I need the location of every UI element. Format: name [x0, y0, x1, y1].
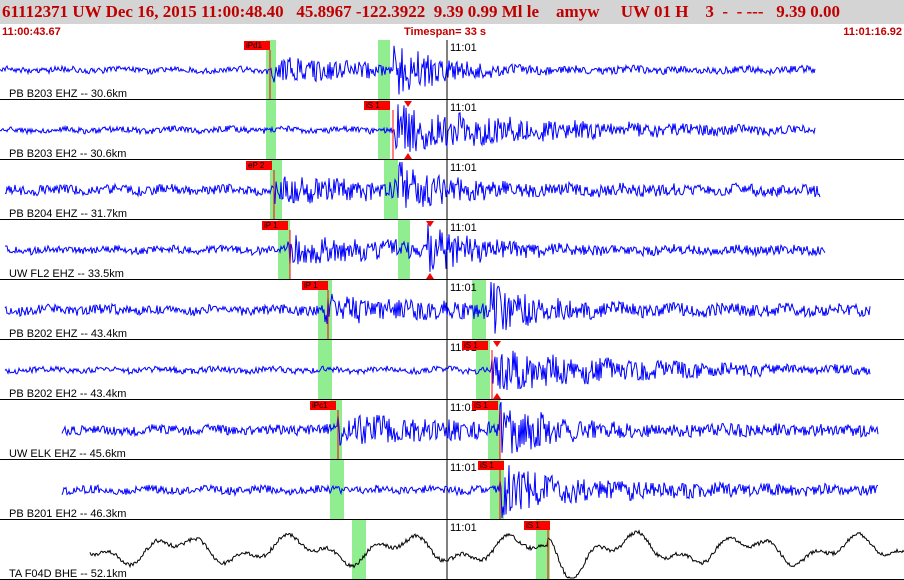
amplitude-marker-bottom [426, 273, 434, 279]
waveform [89, 529, 904, 579]
phase-pick-flag[interactable] [246, 161, 272, 170]
phase-pick-flag[interactable] [364, 101, 390, 110]
phase-pick-flag[interactable] [524, 521, 550, 530]
phase-pick-flag[interactable] [478, 461, 504, 470]
timespan-label: Timespan= 33 s [404, 26, 487, 38]
phase-pick-label: iS 1 [366, 101, 380, 110]
analysis-window [352, 520, 366, 580]
event-header: 61112371 UW Dec 16, 2015 11:00:48.40 45.… [0, 0, 904, 24]
station-label: PB B202 EHZ -- 43.4km [9, 328, 127, 340]
trace-row[interactable]: 11:01 iPd1 PB B203 EHZ -- 30.6km [0, 40, 904, 100]
waveform [4, 281, 871, 334]
analysis-window [536, 520, 550, 580]
phase-pick-flag[interactable] [310, 401, 336, 410]
amplitude-marker-bottom [493, 393, 501, 399]
trace-row[interactable]: 11:01 iP 1 PB B202 EHZ -- 43.4km [0, 280, 904, 340]
station-label: PB B203 EH2 -- 30.6km [9, 148, 126, 160]
phase-pick-flag[interactable] [472, 401, 498, 410]
phase-pick-label: iS 1 [526, 521, 540, 530]
minute-label: 11:01 [450, 42, 477, 54]
trace-row[interactable]: 11:01 eP 2 PB B204 EHZ -- 31.7km [0, 160, 904, 220]
trace-row[interactable]: 11:01 iS 1 PB B203 EH2 -- 30.6km [0, 100, 904, 160]
minute-label: 11:01 [450, 282, 477, 294]
minute-label: 11:01 [450, 522, 477, 534]
phase-pick-label: iS 1 [480, 461, 494, 470]
waveform [0, 45, 816, 95]
phase-pick-label: iS 1 [474, 401, 488, 410]
trace-row[interactable]: 11:01 iS 1 PB B201 EH2 -- 46.3km [0, 460, 904, 520]
end-time: 11:01:16.92 [843, 26, 902, 38]
waveform [61, 465, 879, 519]
analysis-window [330, 400, 342, 460]
phase-pick-flag[interactable] [244, 41, 270, 50]
phase-pick-flag[interactable] [302, 281, 328, 290]
minute-label: 11:01 [450, 402, 477, 414]
waveform [4, 350, 871, 391]
analysis-window [488, 400, 500, 460]
waveform [0, 104, 816, 152]
time-bar: 11:00:43.67 Timespan= 33 s 11:01:16.92 [0, 24, 904, 40]
waveform [4, 161, 821, 208]
amplitude-marker-top [404, 101, 412, 107]
analysis-window [398, 220, 410, 280]
phase-pick-label: iPc1 [312, 401, 328, 410]
phase-pick-flag[interactable] [262, 221, 288, 230]
station-label: UW FL2 EHZ -- 33.5km [9, 268, 124, 280]
event-summary: 61112371 UW Dec 16, 2015 11:00:48.40 45.… [2, 2, 840, 21]
station-label: PB B201 EH2 -- 46.3km [9, 508, 126, 520]
start-time: 11:00:43.67 [2, 26, 61, 38]
minute-label: 11:01 [450, 222, 477, 234]
waveform [4, 224, 826, 272]
analysis-window [330, 460, 344, 520]
phase-pick-flag[interactable] [462, 341, 488, 350]
station-label: PB B204 EHZ -- 31.7km [9, 208, 127, 220]
phase-pick-label: iP 1 [304, 281, 318, 290]
station-label: PB B203 EHZ -- 30.6km [9, 88, 127, 100]
trace-row[interactable]: 11:01 iPc1 iS 1 UW ELK EHZ -- 45.6km [0, 400, 904, 460]
amplitude-marker-top [493, 341, 501, 347]
amplitude-marker-top [426, 221, 434, 227]
station-label: PB B202 EH2 -- 43.4km [9, 388, 126, 400]
analysis-window [278, 220, 290, 280]
trace-row[interactable]: 11:01 iS 1 TA F04D BHE -- 52.1km [0, 520, 904, 580]
minute-label: 11:01 [450, 162, 477, 174]
analysis-window [476, 340, 490, 400]
station-label: UW ELK EHZ -- 45.6km [9, 448, 126, 460]
phase-pick-label: iS 1 [464, 341, 478, 350]
amplitude-marker-bottom [404, 153, 412, 159]
phase-pick-label: iPd1 [246, 41, 263, 50]
trace-row[interactable]: 11:01 iP 1 UW FL2 EHZ -- 33.5km [0, 220, 904, 280]
minute-label: 11:01 [450, 462, 477, 474]
station-label: TA F04D BHE -- 52.1km [9, 568, 127, 580]
waveform [61, 401, 879, 454]
phase-pick-label: iP 1 [264, 221, 278, 230]
minute-label: 11:01 [450, 102, 477, 114]
phase-pick-label: eP 2 [248, 161, 265, 170]
